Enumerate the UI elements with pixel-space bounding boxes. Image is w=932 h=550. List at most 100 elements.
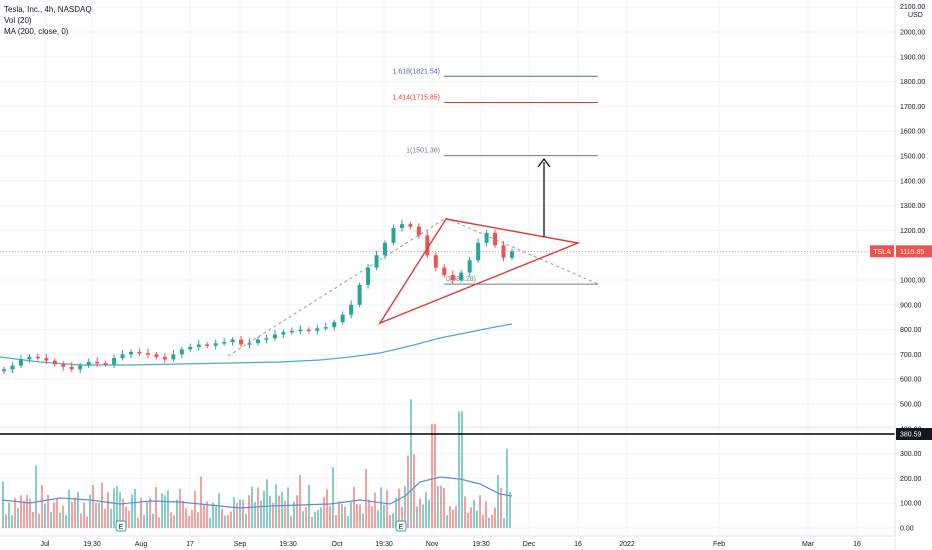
volume-bar [410, 399, 412, 528]
volume-bar [95, 502, 97, 528]
price-tick-label: 1000.00 [900, 278, 925, 285]
volume-bar [140, 497, 142, 528]
volume-bar [380, 487, 382, 528]
volume-bar [449, 506, 451, 528]
candle-body [416, 226, 421, 236]
candle-body [323, 327, 328, 329]
volume-bar [335, 515, 337, 528]
ma-legend[interactable]: MA (200, close, 0) [4, 27, 69, 36]
grid-lines [0, 0, 895, 536]
volume-bar [86, 516, 88, 528]
volume-bar [233, 497, 235, 528]
volume-bar [170, 512, 172, 528]
horizontal-price-line[interactable] [0, 250, 895, 435]
candle-body [10, 365, 15, 370]
candle-body [213, 343, 218, 346]
hline-tag-label: 380.59 [900, 432, 922, 439]
volume-bar [368, 499, 370, 528]
volume-bar [290, 516, 292, 528]
volume-bar [203, 504, 205, 528]
candle-body [281, 332, 286, 335]
candle-body [306, 329, 311, 332]
volume-bar [122, 498, 124, 528]
time-tick-label: Sep [234, 541, 247, 548]
volume-bar [362, 513, 364, 528]
volume-bar [437, 486, 439, 528]
volume-bar [74, 497, 76, 528]
volume-bar [467, 512, 469, 528]
time-axis[interactable]: Jul 19:30 Aug 17 Sep 19:30 Oct 19:30 Nov 19:30 Dec… [0, 535, 895, 548]
volume-bar [113, 488, 115, 528]
volume-bar [455, 505, 457, 528]
volume-bar [134, 488, 136, 528]
volume-bar [248, 495, 250, 528]
volume-bar [50, 512, 52, 528]
volume-bar [272, 502, 274, 528]
volume-bar [2, 481, 4, 528]
volume-bar [110, 508, 112, 528]
volume-bar [116, 485, 118, 528]
volume-bar [20, 495, 22, 528]
trend-dashed-lines [227, 217, 599, 357]
volume-bar [494, 507, 496, 528]
volume-bar [65, 515, 67, 528]
candle-body [69, 366, 74, 370]
volume-bar [443, 488, 445, 528]
volume-bar [338, 501, 340, 528]
symbol-tag [870, 245, 894, 258]
candle-body [230, 339, 235, 342]
volume-bar [416, 506, 418, 528]
fib-level-label: 1(1501.36) [406, 148, 440, 155]
price-tick-label: 1900.00 [900, 54, 925, 61]
volume-bar [212, 502, 214, 528]
price-tick-label: 500.00 [900, 402, 922, 409]
volume-bar [311, 516, 313, 528]
volume-bar [476, 510, 478, 528]
symbol-legend[interactable]: Tesla, Inc., 4h, NASDAQ [4, 5, 92, 14]
time-tick-label: 19:30 [83, 541, 101, 548]
volume-bar [461, 411, 463, 528]
price-axis[interactable]: 2100.00 2000.00 1900.00 1800.00 1700.00 1600.… [870, 0, 932, 550]
volume-bar [392, 513, 394, 528]
volume-bar [365, 468, 367, 528]
volume-bar [428, 499, 430, 528]
candle-body [2, 369, 6, 372]
volume-bar [440, 485, 442, 528]
symmetrical-triangle-drawing[interactable] [378, 218, 581, 325]
volume-bar [359, 504, 361, 528]
volume-bar [293, 501, 295, 528]
volume-bar [53, 502, 55, 528]
volume-bar [371, 506, 373, 528]
volume-bar [218, 493, 220, 528]
volume-bar [353, 486, 355, 528]
volume-bar [500, 487, 502, 528]
candle-body [399, 224, 404, 228]
volume-bar [509, 492, 511, 528]
candle-body [52, 360, 57, 365]
volume-bar [161, 493, 163, 528]
volume-bar [398, 488, 400, 528]
volume-bar [89, 494, 91, 528]
price-tick-label: 100.00 [900, 501, 922, 508]
candle-body [391, 227, 396, 243]
volume-bar [185, 508, 187, 528]
candle-body [18, 359, 23, 366]
volume-bar [131, 494, 133, 528]
price-tick-label: 800.00 [900, 327, 922, 334]
triangle-outline [378, 218, 581, 325]
earnings-marker-glyph: E [119, 524, 124, 531]
breakout-arrow[interactable] [537, 158, 551, 237]
candle-body [256, 339, 260, 344]
candle-body [366, 267, 371, 285]
volume-bar [506, 448, 508, 528]
price-tick-label: 1800.00 [900, 79, 925, 86]
volume-bar [389, 515, 391, 528]
volume-bar [191, 510, 193, 528]
last-price-tag-label: 1115.85 [900, 249, 924, 256]
volume-bar [155, 486, 157, 528]
candle-body [179, 349, 184, 355]
volume-legend[interactable]: Vol (20) [4, 16, 32, 25]
volume-bar [242, 499, 244, 528]
